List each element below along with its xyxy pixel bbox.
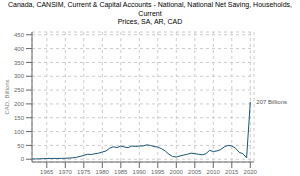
- svg-text:2010: 2010: [207, 169, 221, 175]
- svg-text:2000: 2000: [170, 169, 184, 175]
- svg-text:100: 100: [14, 129, 25, 135]
- svg-text:2015: 2015: [225, 169, 239, 175]
- svg-text:50: 50: [17, 143, 24, 149]
- svg-text:1995: 1995: [151, 169, 165, 175]
- svg-text:1965: 1965: [40, 169, 54, 175]
- svg-text:207 Billions: 207 Billions: [256, 99, 287, 105]
- svg-text:150: 150: [14, 115, 25, 121]
- svg-text:1970: 1970: [59, 169, 73, 175]
- svg-text:1990: 1990: [133, 169, 147, 175]
- svg-text:250: 250: [14, 87, 25, 93]
- svg-text:2020: 2020: [244, 169, 258, 175]
- svg-text:1980: 1980: [96, 169, 110, 175]
- svg-text:300: 300: [14, 73, 25, 79]
- svg-text:2005: 2005: [188, 169, 202, 175]
- svg-text:CAD, Billions: CAD, Billions: [8, 79, 10, 114]
- svg-text:450: 450: [14, 32, 25, 38]
- html-text:Canada, CANSIM, Current & Capi: Canada, CANSIM, Current & Capital Accoun…: [8, 1, 292, 25]
- svg-text:0: 0: [21, 156, 25, 162]
- svg-text:350: 350: [14, 60, 25, 66]
- svg-text:200: 200: [14, 101, 25, 107]
- svg-text:400: 400: [14, 46, 25, 52]
- svg-text:1975: 1975: [77, 169, 91, 175]
- svg-text:1985: 1985: [114, 169, 128, 175]
